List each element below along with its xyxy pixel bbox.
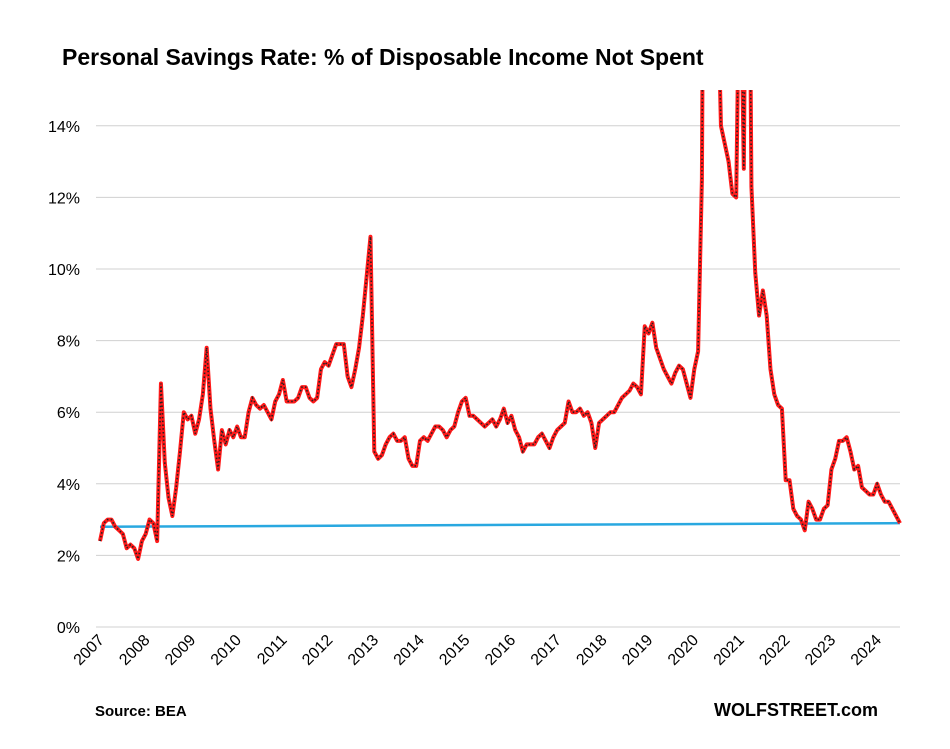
x-tick-label: 2017 bbox=[528, 632, 565, 669]
x-tick-label: 2010 bbox=[208, 632, 245, 669]
chart-title: Personal Savings Rate: % of Disposable I… bbox=[62, 44, 704, 70]
x-tick-label: 2013 bbox=[345, 632, 382, 669]
x-tick-label: 2012 bbox=[299, 632, 336, 669]
x-tick-label: 2020 bbox=[665, 632, 702, 669]
x-tick-label: 2023 bbox=[802, 632, 839, 669]
x-tick-label: 2011 bbox=[254, 632, 290, 668]
y-tick-label: 6% bbox=[57, 405, 80, 422]
y-tick-label: 0% bbox=[57, 620, 80, 637]
series-line bbox=[98, 90, 902, 561]
y-tick-label: 8% bbox=[57, 334, 80, 351]
source: Source: BEA bbox=[95, 703, 187, 720]
series-line-dots bbox=[99, 90, 901, 562]
y-tick-label: 2% bbox=[57, 548, 80, 565]
x-tick-label: 2008 bbox=[116, 632, 153, 669]
plot-area bbox=[98, 90, 902, 562]
x-tick-label: 2016 bbox=[482, 632, 519, 669]
y-tick-label: 4% bbox=[57, 477, 80, 494]
x-tick-label: 2015 bbox=[436, 632, 473, 669]
x-tick-label: 2021 bbox=[711, 632, 748, 669]
x-tick-label: 2007 bbox=[71, 632, 108, 669]
y-tick-label: 14% bbox=[48, 119, 80, 136]
x-tick-label: 2014 bbox=[391, 632, 428, 669]
x-tick-label: 2009 bbox=[162, 632, 199, 669]
credit: WOLFSTREET.com bbox=[714, 700, 878, 720]
x-tick-label: 2018 bbox=[573, 632, 610, 669]
y-tick-label: 10% bbox=[48, 262, 80, 279]
x-tick-label: 2019 bbox=[619, 632, 656, 669]
y-tick-label: 12% bbox=[48, 190, 80, 207]
x-tick-label: 2022 bbox=[756, 632, 793, 669]
x-tick-label: 2024 bbox=[848, 632, 885, 669]
reference-line bbox=[99, 521, 901, 529]
